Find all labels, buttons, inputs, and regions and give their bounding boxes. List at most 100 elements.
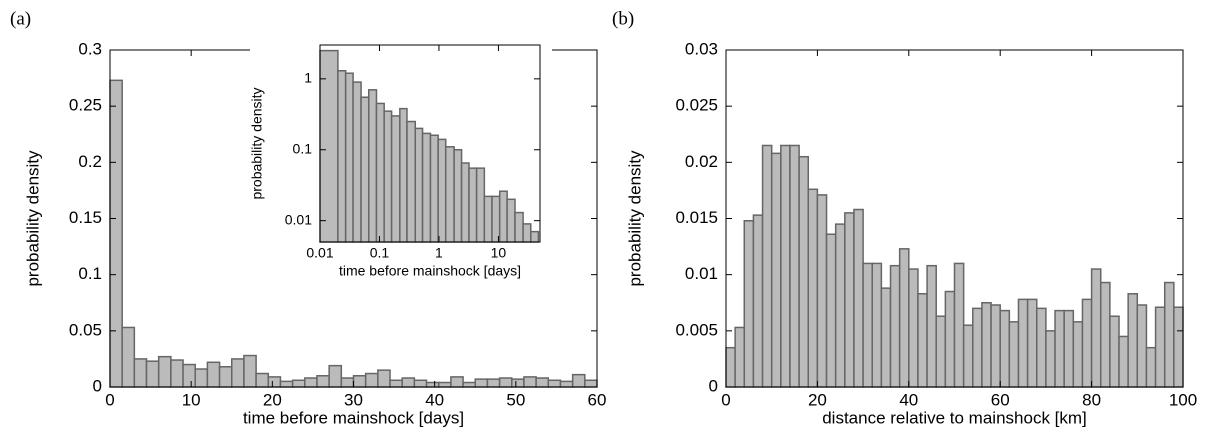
bar (1163, 281, 1175, 388)
bar (871, 262, 883, 388)
bar (1118, 335, 1129, 388)
bar (535, 377, 550, 388)
bar (352, 81, 362, 243)
bar (367, 89, 378, 243)
x-tick-label: 0.01 (306, 245, 333, 261)
bar (1072, 321, 1084, 388)
bar (1081, 298, 1093, 388)
bar (522, 223, 532, 243)
x-tick-label: 0 (105, 390, 114, 409)
bar (1154, 306, 1166, 388)
bar (316, 375, 330, 388)
bar (1045, 330, 1056, 388)
bar (1090, 268, 1102, 388)
bar (291, 379, 306, 388)
bar (267, 376, 282, 388)
bar (816, 194, 828, 388)
bar (304, 377, 318, 388)
bar (1054, 309, 1065, 388)
bar (1008, 321, 1020, 388)
bar (231, 358, 245, 388)
bar (571, 373, 586, 388)
bar (844, 212, 855, 388)
bar (1026, 298, 1038, 388)
y-tick-label: 0.02 (685, 152, 718, 171)
bar (506, 198, 516, 243)
bar (429, 134, 439, 243)
y-tick-label: 0.05 (69, 320, 102, 339)
bar (425, 381, 440, 388)
bar (460, 162, 470, 243)
bar (344, 72, 354, 243)
bar (383, 110, 393, 243)
x-tick-label: 60 (991, 390, 1010, 409)
x-tick-label: 20 (263, 390, 282, 409)
bar (462, 381, 477, 388)
x-tick-label: 60 (588, 390, 607, 409)
bar (483, 195, 493, 243)
y-tick-label: 0.025 (675, 96, 718, 115)
y-axis-label: probability density (625, 150, 644, 287)
bar (972, 307, 983, 388)
bar (1109, 315, 1120, 388)
bar (194, 368, 209, 388)
bar (389, 379, 403, 388)
bar (498, 190, 508, 243)
bar (1036, 307, 1047, 388)
x-tick-label: 30 (344, 390, 363, 409)
bar (475, 167, 486, 243)
y-tick-label: 0.01 (285, 211, 312, 227)
x-tick-label: 0.1 (370, 245, 390, 261)
bar (255, 372, 270, 388)
bar (917, 293, 928, 388)
bar (468, 167, 478, 243)
bar (530, 230, 540, 243)
bar (789, 144, 800, 388)
bar (743, 219, 755, 388)
bar (279, 380, 294, 388)
bar (444, 146, 455, 243)
bar (399, 107, 408, 243)
bar (377, 369, 391, 388)
bar (414, 127, 424, 243)
bar (337, 70, 347, 243)
bar (725, 346, 736, 388)
bar (770, 152, 782, 388)
bar (853, 208, 864, 388)
x-axis-label: time before mainshock [days] (339, 263, 521, 279)
bar (340, 377, 355, 388)
bar (1145, 346, 1157, 388)
y-tick-label: 0 (709, 376, 718, 395)
bar (926, 264, 937, 388)
bar (121, 326, 136, 388)
bar (559, 380, 574, 388)
bar (375, 102, 385, 243)
bar (752, 214, 764, 388)
y-axis-label: probability density (249, 87, 265, 199)
bar (953, 262, 965, 388)
bar (1136, 304, 1148, 388)
bar (491, 195, 501, 243)
bar (498, 377, 513, 388)
axes-frame (319, 44, 541, 243)
x-tick-label: 20 (808, 390, 827, 409)
bar (825, 233, 837, 388)
x-tick-label: 50 (506, 390, 525, 409)
y-tick-label: 0.01 (685, 264, 718, 283)
bar (962, 324, 974, 388)
bar (908, 268, 919, 388)
bar (157, 355, 172, 388)
bar (437, 381, 452, 388)
bar (511, 378, 525, 388)
y-tick-label: 0.015 (675, 208, 718, 227)
bar (547, 379, 562, 388)
x-tick-label: 100 (1169, 390, 1197, 409)
bar (990, 304, 1001, 388)
y-tick-label: 0.3 (78, 39, 102, 58)
bar (450, 376, 464, 388)
bar (352, 375, 367, 388)
x-tick-label: 10 (491, 245, 507, 261)
bar (798, 155, 810, 388)
bar (523, 376, 537, 388)
bar (584, 379, 598, 388)
